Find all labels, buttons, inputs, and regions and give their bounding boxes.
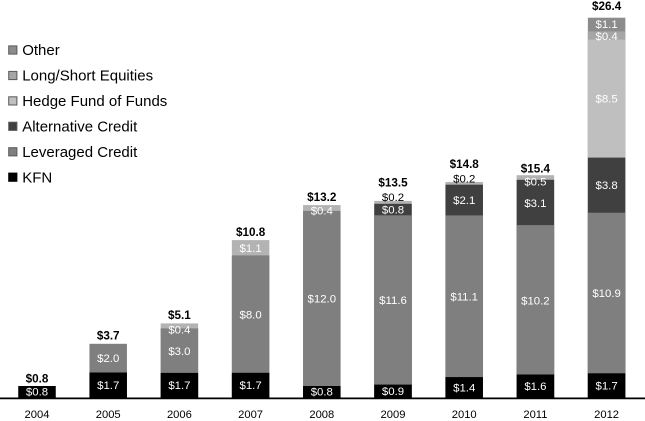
svg-text:$1.4: $1.4 (453, 382, 475, 394)
svg-text:$8.5: $8.5 (596, 94, 618, 106)
svg-text:$1.1: $1.1 (596, 19, 618, 31)
svg-text:$3.7: $3.7 (97, 330, 120, 343)
svg-text:$5.1: $5.1 (168, 309, 191, 322)
svg-text:Other: Other (22, 42, 60, 59)
svg-text:2004: 2004 (25, 409, 50, 421)
svg-text:$0.8: $0.8 (382, 205, 404, 217)
svg-text:2012: 2012 (594, 409, 619, 421)
svg-text:2011: 2011 (523, 409, 547, 421)
svg-text:$1.7: $1.7 (97, 380, 119, 392)
svg-text:$26.4: $26.4 (592, 0, 622, 13)
svg-text:2008: 2008 (309, 409, 334, 421)
svg-text:$1.6: $1.6 (524, 381, 546, 393)
svg-text:$10.8: $10.8 (236, 226, 266, 239)
svg-text:$0.2: $0.2 (453, 174, 475, 186)
svg-text:$0.8: $0.8 (26, 373, 49, 386)
svg-text:2007: 2007 (238, 409, 263, 421)
svg-text:Long/Short Equities: Long/Short Equities (22, 68, 153, 85)
svg-text:2009: 2009 (381, 409, 406, 421)
svg-text:2005: 2005 (96, 409, 121, 421)
svg-text:$14.8: $14.8 (450, 158, 480, 171)
svg-text:Alternative Credit: Alternative Credit (22, 118, 138, 135)
svg-text:$0.5: $0.5 (524, 176, 546, 188)
svg-text:$13.2: $13.2 (307, 191, 337, 204)
svg-text:$3.1: $3.1 (524, 198, 546, 210)
svg-text:$1.7: $1.7 (168, 380, 190, 392)
svg-text:$10.2: $10.2 (521, 296, 550, 308)
svg-text:$0.2: $0.2 (382, 192, 404, 204)
svg-text:$1.1: $1.1 (240, 243, 262, 255)
svg-text:$3.0: $3.0 (168, 346, 190, 358)
svg-text:$2.0: $2.0 (97, 353, 119, 365)
svg-text:$1.7: $1.7 (240, 380, 262, 392)
svg-text:$0.4: $0.4 (168, 325, 190, 337)
svg-text:$10.9: $10.9 (592, 288, 621, 300)
svg-text:$2.1: $2.1 (453, 195, 475, 207)
svg-text:$0.4: $0.4 (596, 31, 618, 43)
svg-text:$11.6: $11.6 (379, 295, 407, 307)
svg-text:$12.0: $12.0 (308, 293, 337, 305)
svg-text:$11.1: $11.1 (450, 291, 478, 303)
svg-text:$0.4: $0.4 (311, 205, 333, 217)
svg-text:$13.5: $13.5 (378, 177, 408, 190)
svg-text:$8.0: $8.0 (240, 310, 262, 322)
svg-text:$0.8: $0.8 (311, 387, 333, 399)
svg-text:$0.9: $0.9 (382, 386, 404, 398)
svg-text:$15.4: $15.4 (521, 162, 551, 175)
svg-text:$0.8: $0.8 (26, 387, 48, 399)
svg-text:Hedge Fund of Funds: Hedge Fund of Funds (22, 93, 167, 110)
svg-text:$1.7: $1.7 (596, 380, 618, 392)
svg-text:Leveraged Credit: Leveraged Credit (22, 144, 138, 161)
svg-text:2010: 2010 (452, 409, 477, 421)
svg-text:$3.8: $3.8 (596, 180, 618, 192)
svg-text:2006: 2006 (167, 409, 192, 421)
svg-text:KFN: KFN (22, 169, 52, 186)
